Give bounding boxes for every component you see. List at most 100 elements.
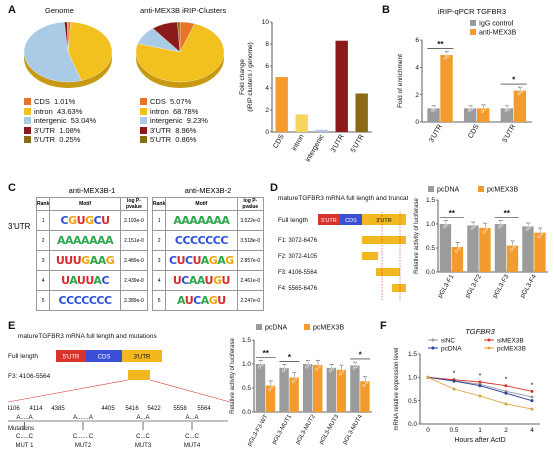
panel-letter-b: B bbox=[382, 4, 390, 16]
legend-genome-intergenic: intergenic 53.04% bbox=[24, 116, 96, 126]
significance-mark: * bbox=[479, 373, 482, 380]
motif-header: Rank bbox=[35, 197, 51, 211]
y-tick-label: 6 bbox=[265, 63, 269, 70]
legend-cluster-cds: CDS 5.07% bbox=[140, 97, 208, 107]
bar bbox=[355, 93, 368, 132]
series-point bbox=[530, 389, 534, 393]
truncation-bar bbox=[376, 268, 400, 276]
motif-rank: 1 bbox=[151, 210, 167, 231]
x-tick-label: 1 bbox=[478, 427, 482, 434]
data-point bbox=[284, 363, 288, 367]
actd-decay-line-chart: TGFBR3 0.0 0.5 1.0 1.5 0 0.5 1 2 4 Hours after Act… bbox=[394, 327, 540, 444]
y-tick-label: 0.5 bbox=[408, 398, 417, 405]
panel-letter-c: C bbox=[8, 182, 16, 194]
pie-cluster bbox=[135, 21, 225, 88]
bar bbox=[350, 365, 360, 412]
legend-genome-cds: CDS 1.01% bbox=[24, 97, 96, 107]
category-label: pGL3-F3 bbox=[492, 273, 511, 299]
category-label: 5'UTR bbox=[350, 134, 366, 154]
motif-row: 3 UUUGAAG 2.489e-0 bbox=[35, 250, 149, 271]
segment-5utr bbox=[56, 350, 86, 362]
legend-cluster-intron: intron 68.78% bbox=[140, 107, 208, 117]
data-point bbox=[510, 242, 514, 246]
data-point bbox=[433, 107, 437, 111]
bar bbox=[513, 90, 527, 122]
data-point bbox=[341, 369, 345, 373]
data-point bbox=[528, 225, 531, 229]
truncation-label: F4: 5565-6476 bbox=[278, 286, 318, 292]
data-point bbox=[467, 109, 471, 112]
series-point bbox=[530, 395, 534, 399]
data-point bbox=[470, 104, 474, 108]
bar bbox=[315, 129, 328, 132]
data-point bbox=[482, 230, 486, 234]
legend-label: pcDNA bbox=[265, 325, 288, 332]
segment-cds-label: CDS bbox=[345, 218, 357, 224]
motif-sequence: UCAAUGU bbox=[172, 274, 231, 287]
segment-cds-label: CDS bbox=[98, 355, 111, 361]
mut-sequence: C.......C bbox=[73, 434, 94, 440]
motif-pvalue: 2.439e-0 bbox=[119, 270, 149, 291]
legend-label: pcDNA bbox=[441, 345, 462, 352]
data-point bbox=[258, 361, 262, 365]
data-point bbox=[528, 221, 531, 225]
bar bbox=[360, 381, 370, 412]
bar bbox=[427, 108, 440, 122]
motif-pvalue: 3.518e-0 bbox=[236, 230, 265, 251]
bar bbox=[303, 364, 313, 412]
pie-title-cluster: anti-MEX3B iRIP-Clusters bbox=[140, 6, 227, 15]
category-label: pGL3-F2 bbox=[464, 273, 483, 299]
y-tick-label: 0.0 bbox=[242, 409, 251, 416]
data-point bbox=[457, 247, 461, 250]
motif-row: 3 CUCUAGAG 2.857e-0 bbox=[151, 250, 265, 271]
data-point bbox=[470, 222, 474, 226]
data-point bbox=[517, 88, 521, 91]
data-point bbox=[506, 107, 510, 111]
bar bbox=[522, 226, 534, 272]
data-point bbox=[270, 379, 274, 383]
data-point bbox=[540, 226, 543, 230]
data-point bbox=[328, 365, 332, 369]
data-point bbox=[354, 364, 358, 368]
data-point bbox=[473, 220, 476, 224]
category-label: pGL3-MUT2 bbox=[295, 413, 317, 445]
bar bbox=[336, 369, 346, 412]
bar bbox=[534, 232, 546, 272]
position-label: 4106 bbox=[8, 406, 20, 412]
series-point bbox=[504, 402, 508, 406]
motif-tables: anti-MEX3B-1 Rank Motif log P-pvalue 1 CGUGCU… bbox=[35, 186, 266, 316]
data-point bbox=[485, 222, 488, 226]
bar bbox=[295, 114, 308, 132]
data-point bbox=[506, 104, 510, 108]
significance-mark: ** bbox=[437, 40, 444, 49]
position-label: 4405 bbox=[101, 406, 115, 412]
motif-table-2: anti-MEX3B-2 Rank Motif log P-pvalue 1 AAAAAA… bbox=[151, 186, 265, 311]
data-point bbox=[443, 221, 446, 225]
bar bbox=[467, 225, 479, 272]
segment-cds bbox=[86, 350, 122, 362]
category-label: 5'UTR bbox=[502, 123, 518, 143]
motif-sequence: AAAAAAA bbox=[173, 214, 230, 227]
category-label: pGL3-F4 bbox=[519, 273, 538, 299]
segment-5utr bbox=[318, 214, 340, 225]
data-point bbox=[315, 362, 319, 365]
category-label: pGL3-MUT4 bbox=[342, 413, 364, 445]
data-point bbox=[480, 109, 484, 113]
legend-label: siMEX3B bbox=[497, 337, 524, 344]
y-tick-label: 0.0 bbox=[426, 269, 435, 276]
category-label: 3'UTR bbox=[330, 134, 346, 154]
legend-cluster-3utr: 3'UTR 8.96% bbox=[140, 126, 208, 136]
full-length-label: Full length bbox=[8, 353, 38, 360]
data-point bbox=[444, 52, 448, 56]
y-tick-label: 6 bbox=[415, 37, 419, 44]
segment-3utr bbox=[122, 350, 162, 362]
data-point bbox=[294, 377, 298, 381]
pie-legend-genome: CDS 1.01% intron 43.63% intergenic 53.04… bbox=[24, 97, 96, 145]
data-point bbox=[338, 366, 342, 370]
legend-cluster-5utr: 5'UTR 0.86% bbox=[140, 135, 208, 145]
data-point bbox=[443, 225, 446, 229]
motif-row: 4 UAUUAC 2.439e-0 bbox=[35, 270, 149, 291]
legend-label: pcMEX3B bbox=[497, 345, 526, 352]
motif-pvalue: 3.522e-0 bbox=[236, 210, 265, 231]
legend-swatch bbox=[428, 186, 434, 192]
